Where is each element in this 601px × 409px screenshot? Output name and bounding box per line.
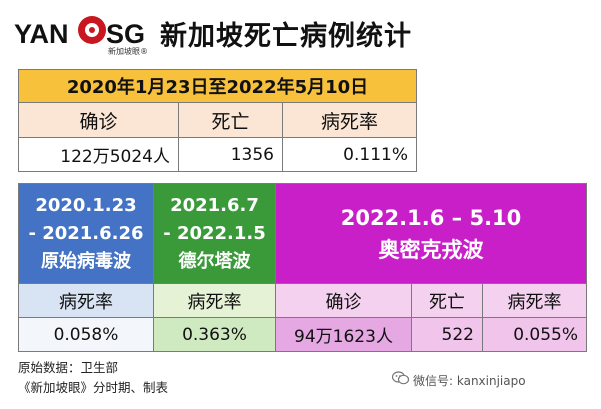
wave-omicron-header: 2022.1.6 – 5.10 奥密克戎波 [274,183,588,284]
logo-text-sg: SG [106,19,146,49]
wave-omicron-value-deaths: 522 [411,317,483,352]
wave-omicron-label-cfr: 病死率 [481,283,588,318]
wave-original-date-start: 2020.1.23 [35,194,137,216]
page-title: 新加坡死亡病例统计 [160,21,412,52]
overall-label-cfr: 病死率 [282,102,417,138]
overall-period-row: 2020年1月23日至2022年5月10日 [18,69,417,103]
wave-delta-header: 2021.6.7 - 2022.1.5 德尔塔波 [153,183,276,284]
overall-stats-table: 2020年1月23日至2022年5月10日 确诊 死亡 病死率 122万5024… [18,69,417,172]
overall-label-deaths: 死亡 [178,102,283,138]
logo-subtitle: 新加坡眼® [108,47,148,56]
wave-original-name: 原始病毒波 [41,250,131,272]
credit-note: 《新加坡眼》分时期、制表 [18,380,169,395]
wave-omicron-date: 2022.1.6 – 5.10 [340,205,522,230]
wechat-watermark: 微信号: kanxinjiapo [413,374,526,388]
overall-label-row: 确诊 死亡 病死率 [18,102,417,138]
wave-omicron-label-deaths: 死亡 [411,283,483,318]
wave-original-header: 2020.1.23 - 2021.6.26 原始病毒波 [18,183,154,284]
logo-badge-icon [78,16,106,44]
overall-value-deaths: 1356 [178,137,283,172]
wave-original-date-end: - 2021.6.26 [28,222,144,244]
wave-delta-date-end: - 2022.1.5 [163,222,266,244]
wave-original-label: 病死率 [18,283,154,318]
wave-omicron-value-cfr: 0.055% [481,317,588,352]
overall-period: 2020年1月23日至2022年5月10日 [18,69,417,103]
overall-value-cfr: 0.111% [282,137,417,172]
waves-value-row: 0.058% 0.363% 94万1623人 522 0.055% [18,317,588,352]
wave-omicron-label-cases: 确诊 [275,283,412,318]
waves-period-row: 2020.1.23 - 2021.6.26 原始病毒波 2021.6.7 - 2… [18,183,588,284]
source-note: 原始数据：卫生部 [18,360,119,375]
overall-label-cases: 确诊 [18,102,179,138]
wave-omicron-value-cases: 94万1623人 [275,317,412,352]
waves-stats-table: 2020.1.23 - 2021.6.26 原始病毒波 2021.6.7 - 2… [18,183,588,352]
overall-value-cases: 122万5024人 [18,137,179,172]
wechat-icon [392,371,409,385]
wave-delta-label: 病死率 [153,283,276,318]
wave-omicron-name: 奥密克戎波 [378,237,484,262]
overall-value-row: 122万5024人 1356 0.111% [18,137,417,172]
waves-label-row: 病死率 病死率 确诊 死亡 病死率 [18,283,588,318]
wave-delta-name: 德尔塔波 [178,250,251,272]
wave-delta-value: 0.363% [153,317,276,352]
wave-original-value: 0.058% [18,317,154,352]
wave-delta-date-start: 2021.6.7 [170,194,259,216]
logo-text-yan: YAN [14,19,69,49]
yansg-logo: YAN SG 新加坡眼® [14,12,152,56]
